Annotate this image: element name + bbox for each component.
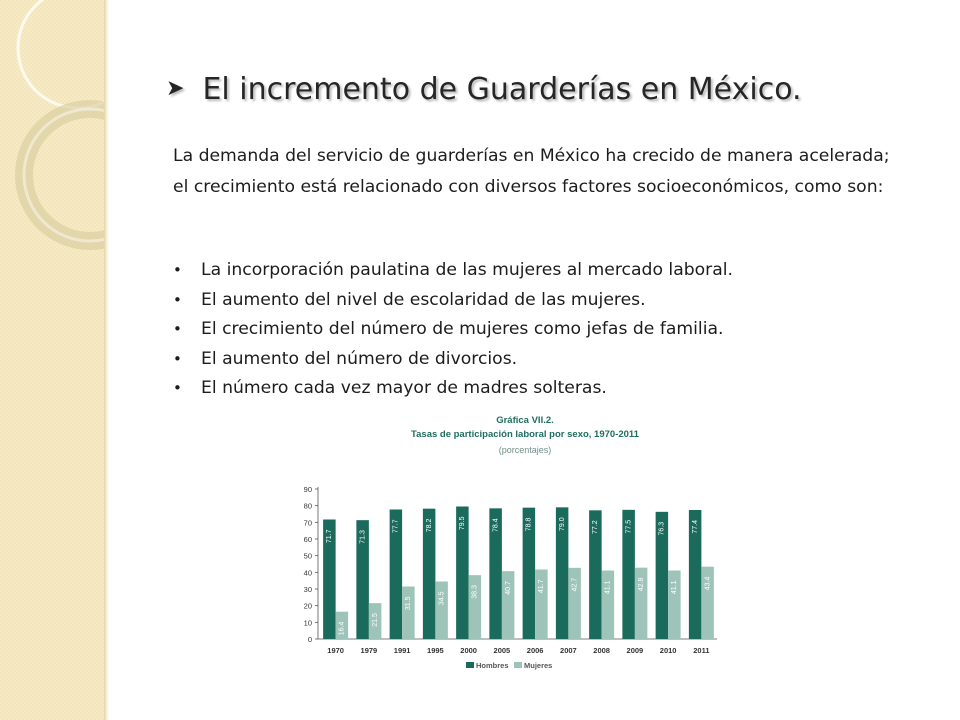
x-tick-label: 2000 xyxy=(460,646,477,655)
data-label: 78.2 xyxy=(426,519,433,533)
bar-mujeres xyxy=(535,569,548,639)
y-tick-label: 50 xyxy=(304,552,312,561)
data-label: 77.5 xyxy=(625,520,632,534)
data-label: 38.3 xyxy=(472,585,479,599)
bar-mujeres xyxy=(501,571,515,639)
decorative-ring xyxy=(15,100,104,250)
x-tick-label: 2011 xyxy=(693,646,709,655)
bar-mujeres xyxy=(435,581,448,639)
decorative-circles xyxy=(15,0,104,250)
y-tick-label: 0 xyxy=(308,635,312,644)
data-label: 21.5 xyxy=(372,613,379,627)
factor-item: La incorporación paulatina de las mujere… xyxy=(173,256,733,286)
y-tick-label: 30 xyxy=(304,585,312,594)
decorative-ring-highlight xyxy=(22,107,104,243)
bar-hombres xyxy=(555,507,569,639)
slide-title-text: El incremento de Guarderías en México. xyxy=(202,72,802,107)
data-label: 43.4 xyxy=(704,577,711,591)
intro-paragraph: La demanda del servicio de guarderías en… xyxy=(173,146,890,197)
data-label: 41.7 xyxy=(538,579,545,593)
data-label: 76.3 xyxy=(659,522,666,536)
factor-item: El aumento del número de divorcios. xyxy=(173,345,733,375)
chart-title: Gráfica VII.2. xyxy=(496,415,554,426)
bar-mujeres xyxy=(335,611,349,639)
x-tick-label: 1991 xyxy=(394,646,411,655)
bar-hombres xyxy=(422,508,436,639)
factor-item: El aumento del nivel de escolaridad de l… xyxy=(173,286,733,316)
data-label: 41.1 xyxy=(605,580,612,594)
decorative-circle-outline xyxy=(16,0,104,110)
slide-title: ➤ El incremento de Guarderías en México. xyxy=(166,72,802,107)
bar-mujeres xyxy=(701,566,714,639)
data-label: 79.5 xyxy=(459,516,466,530)
y-tick-label: 40 xyxy=(304,568,312,577)
y-tick-label: 90 xyxy=(304,485,312,494)
factor-item: El crecimiento del número de mujeres com… xyxy=(173,315,733,345)
data-label: 79.0 xyxy=(559,517,566,531)
x-tick-label: 1970 xyxy=(327,646,344,655)
bar-mujeres xyxy=(368,603,382,639)
data-label: 42.8 xyxy=(638,578,645,592)
factor-item: El número cada vez mayor de madres solte… xyxy=(173,374,733,404)
bar-hombres xyxy=(688,510,702,639)
x-tick-label: 2007 xyxy=(560,646,577,655)
x-tick-label: 1995 xyxy=(427,646,444,655)
bar-hombres xyxy=(389,509,403,639)
data-label: 78.8 xyxy=(526,518,533,532)
bar-mujeres xyxy=(634,567,648,639)
data-label: 16.4 xyxy=(339,622,346,636)
bar-hombres xyxy=(589,510,602,639)
bar-mujeres xyxy=(468,575,482,639)
data-label: 77.4 xyxy=(692,520,699,534)
bar-mujeres xyxy=(601,570,615,639)
x-tick-label: 2008 xyxy=(593,646,610,655)
data-label: 78.4 xyxy=(492,518,499,532)
chart-svg: Gráfica VII.2. Tasas de participación la… xyxy=(304,415,717,670)
arrow-check-bullet-icon: ➤ xyxy=(166,76,185,101)
bar-hombres xyxy=(655,511,669,639)
y-tick-label: 60 xyxy=(304,535,312,544)
labor-participation-chart: Gráfica VII.2. Tasas de participación la… xyxy=(280,408,740,684)
x-tick-label: 2010 xyxy=(660,646,677,655)
data-label: 41.1 xyxy=(671,580,678,594)
bar-hombres xyxy=(456,506,469,639)
data-label: 40.7 xyxy=(505,581,512,595)
bar-hombres xyxy=(323,519,336,639)
legend-label: Hombres xyxy=(476,661,509,670)
x-tick-label: 2005 xyxy=(494,646,511,655)
bar-mujeres xyxy=(402,586,415,639)
bar-hombres xyxy=(356,520,369,639)
data-label: 71.7 xyxy=(326,529,333,543)
chart-subtitle: Tasas de participación laboral por sexo,… xyxy=(411,429,640,440)
data-label: 42.7 xyxy=(571,578,578,592)
bar-mujeres xyxy=(668,570,681,639)
y-tick-label: 20 xyxy=(304,602,312,611)
legend-label: Mujeres xyxy=(524,661,552,670)
data-label: 34.5 xyxy=(438,591,445,605)
data-label: 77.7 xyxy=(393,519,400,533)
data-label: 77.2 xyxy=(592,520,599,534)
factors-list: La incorporación paulatina de las mujere… xyxy=(173,256,733,404)
x-tick-label: 1979 xyxy=(361,646,378,655)
bar-hombres xyxy=(489,508,502,639)
chart-unit-note: (porcentajes) xyxy=(499,445,552,455)
y-tick-label: 80 xyxy=(304,502,312,511)
bar-hombres xyxy=(622,509,635,639)
bar-hombres xyxy=(522,507,536,639)
y-tick-label: 10 xyxy=(304,618,312,627)
legend-swatch-mujeres xyxy=(514,662,522,668)
x-tick-label: 2006 xyxy=(527,646,544,655)
chart-plot-area: 0 10 20 30 40 50 60 70 80 90 71.7 16.4 1970 71.3 21.5 1… xyxy=(304,485,717,670)
data-label: 31.5 xyxy=(405,596,412,610)
panel-edge-shadow xyxy=(104,0,109,720)
decorative-left-panel xyxy=(0,0,104,720)
bar-mujeres xyxy=(568,567,581,639)
x-tick-label: 2009 xyxy=(627,646,644,655)
legend-swatch-hombres xyxy=(466,662,474,668)
data-label: 71.3 xyxy=(359,530,366,544)
y-tick-label: 70 xyxy=(304,518,312,527)
